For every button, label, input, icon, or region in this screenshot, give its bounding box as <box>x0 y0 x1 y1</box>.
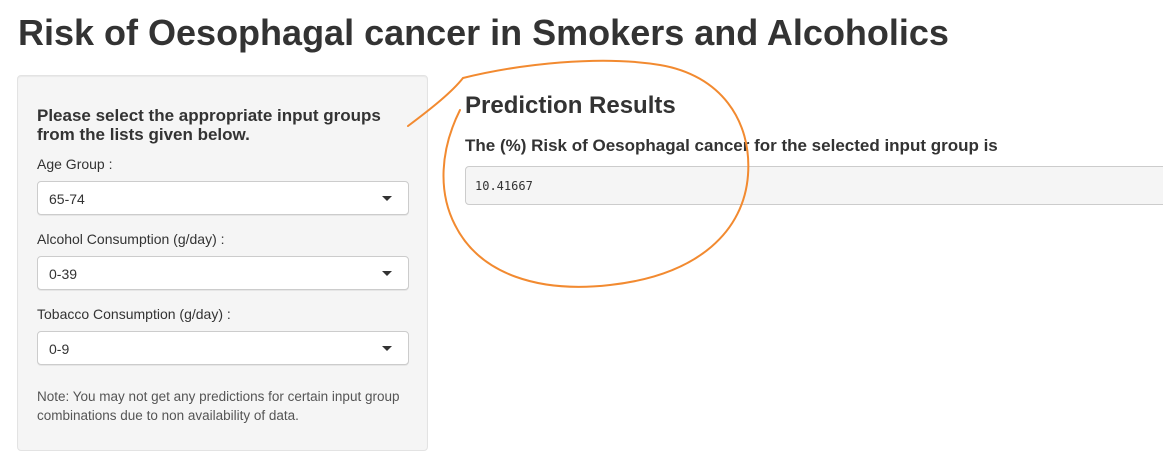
page-title: Risk of Oesophagal cancer in Smokers and… <box>18 12 949 53</box>
data-availability-note: Note: You may not get any predictions fo… <box>37 389 400 423</box>
caret-down-icon <box>382 196 392 201</box>
alcohol-select[interactable]: 0-39 <box>37 256 409 290</box>
caret-down-icon <box>382 271 392 276</box>
tobacco-field: Tobacco Consumption (g/day) : 0-9 <box>37 306 409 365</box>
tobacco-label: Tobacco Consumption (g/day) : <box>37 306 231 322</box>
prediction-results-title: Prediction Results <box>465 92 676 119</box>
age-group-field: Age Group : 65-74 <box>37 156 409 215</box>
result-label: The (%) Risk of Oesophagal cancer for th… <box>465 136 998 155</box>
caret-down-icon <box>382 346 392 351</box>
tobacco-value: 0-9 <box>49 341 70 357</box>
age-group-select[interactable]: 65-74 <box>37 181 409 215</box>
sidebar-panel: Please select the appropriate input grou… <box>17 75 428 451</box>
result-output: 10.41667 <box>465 166 1163 205</box>
alcohol-field: Alcohol Consumption (g/day) : 0-39 <box>37 231 409 290</box>
alcohol-value: 0-39 <box>49 266 78 282</box>
tobacco-select[interactable]: 0-9 <box>37 331 409 365</box>
age-group-value: 65-74 <box>49 191 85 207</box>
age-group-label: Age Group : <box>37 156 113 172</box>
sidebar-heading: Please select the appropriate input grou… <box>37 106 381 144</box>
alcohol-label: Alcohol Consumption (g/day) : <box>37 231 225 247</box>
